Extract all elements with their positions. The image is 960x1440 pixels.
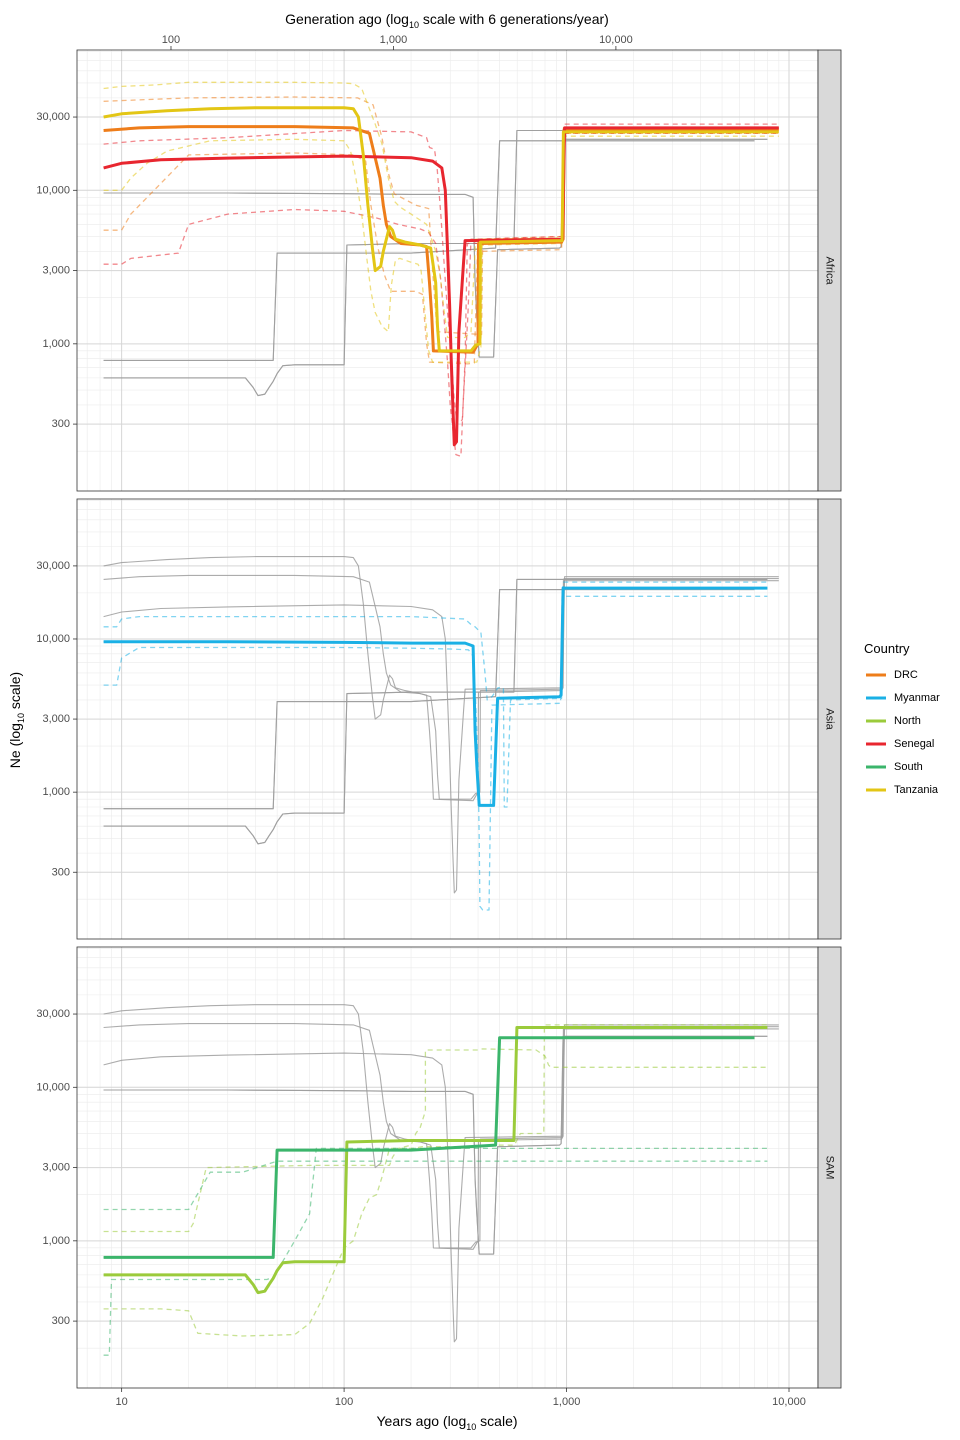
series-north-ci-lower (103, 1024, 768, 1337)
panel-africa-lines (103, 81, 779, 457)
top-tick-label: 1,000 (380, 34, 408, 46)
y-tick-label: 30,000 (36, 111, 70, 123)
series-myanmar-ci-upper (103, 581, 768, 808)
panel-asia-lines (103, 556, 779, 911)
y-tick-label: 1,000 (42, 1235, 70, 1247)
series-north-line (103, 1026, 768, 1295)
background-series-line (103, 556, 779, 800)
panel-africa-strip-label: Africa (824, 256, 836, 285)
top-tick-label: 10,000 (599, 34, 633, 46)
y-tick-label: 10,000 (36, 1081, 70, 1093)
series-myanmar-line (103, 586, 768, 807)
legend-label-myanmar: Myanmar (894, 692, 940, 704)
background-series-line (103, 576, 779, 894)
series-north-ci-upper (103, 1048, 768, 1233)
background-series-line (103, 1024, 779, 1343)
y-tick-label: 1,000 (42, 786, 70, 798)
legend-label-tanzania: Tanzania (894, 784, 939, 796)
background-series-line (103, 589, 755, 810)
series-tanzania-ci-lower (103, 135, 779, 363)
series-south-line (103, 1036, 755, 1259)
series-tanzania-ci-upper (103, 81, 779, 339)
legend-label-south: South (894, 761, 923, 773)
bottom-axis-title: Years ago (log10 scale) (376, 1413, 517, 1432)
panel-sam-strip-label: SAM (824, 1156, 836, 1180)
series-senegal-ci-lower (103, 132, 779, 457)
background-series-line (103, 140, 755, 361)
background-series-line (103, 129, 768, 397)
y-tick-label: 300 (52, 418, 70, 430)
y-tick-label: 300 (52, 866, 70, 878)
background-series-line (103, 578, 768, 845)
x-tick-label: 10,000 (772, 1396, 806, 1408)
y-axis-title: Ne (log10 scale) (7, 672, 26, 768)
series-drc-ci-lower (103, 132, 779, 365)
top-tick-label: 100 (162, 34, 180, 46)
series-south-ci-upper (103, 1160, 768, 1211)
y-tick-label: 300 (52, 1315, 70, 1327)
panel-sam-lines (103, 1004, 779, 1356)
y-tick-label: 3,000 (42, 1162, 70, 1174)
panel-africa-strip (817, 49, 842, 492)
legend-title: Country (864, 641, 910, 656)
y-tick-label: 3,000 (42, 265, 70, 277)
series-tanzania-line (103, 106, 779, 353)
panel-asia-strip-label: Asia (824, 708, 836, 730)
series-senegal-line (103, 126, 779, 447)
y-tick-label: 30,000 (36, 560, 70, 572)
y-tick-label: 10,000 (36, 184, 70, 196)
y-tick-label: 1,000 (42, 338, 70, 350)
x-tick-label: 10 (116, 1396, 128, 1408)
top-axis-title: Generation ago (log10 scale with 6 gener… (285, 11, 609, 30)
panel-sam-strip (817, 946, 842, 1389)
background-series-line (103, 1035, 768, 1255)
series-myanmar-ci-lower (103, 595, 768, 911)
legend-label-drc: DRC (894, 669, 918, 681)
x-tick-label: 100 (335, 1396, 353, 1408)
legend-label-north: North (894, 715, 921, 727)
legend-label-senegal: Senegal (894, 738, 934, 750)
panel-asia-strip (817, 498, 842, 940)
y-tick-label: 3,000 (42, 713, 70, 725)
x-tick-label: 1,000 (553, 1396, 581, 1408)
background-series-line (103, 1004, 779, 1249)
y-tick-label: 10,000 (36, 633, 70, 645)
series-south-ci-lower (103, 1147, 768, 1356)
y-tick-label: 30,000 (36, 1008, 70, 1020)
